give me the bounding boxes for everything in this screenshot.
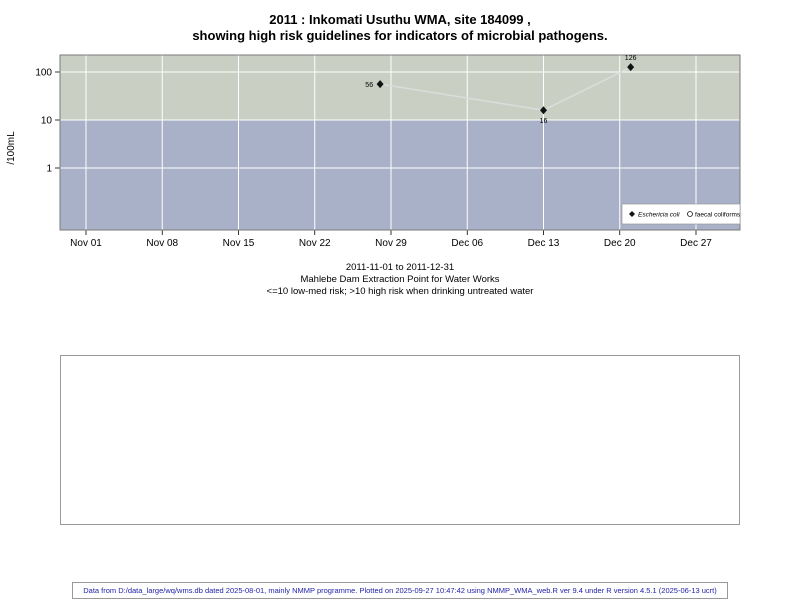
plot-border	[59, 54, 741, 231]
footer-note: Data from D:/data_large/wq/wms.db dated …	[72, 582, 728, 599]
x-tick-label: Nov 15	[223, 238, 255, 249]
legend-circle-icon	[687, 211, 693, 217]
x-tick-label: Nov 29	[375, 238, 407, 249]
x-tick-label: Dec 06	[451, 238, 483, 249]
chart-canvas: Nov 01 Nov 08 Nov 15 Nov 22 Nov 29 Dec 06 Dec …	[6, 54, 741, 249]
x-tick-label: Nov 22	[299, 238, 331, 249]
caption-risk-note: <=10 low-med risk; >10 high risk when dr…	[266, 286, 534, 297]
data-point-marker	[627, 63, 635, 72]
legend-label-faecal: faecal coliforms	[695, 212, 741, 219]
chart-title-line2: showing high risk guidelines for indicat…	[192, 28, 608, 43]
y-tick-label: 10	[41, 116, 53, 127]
caption-site-name: Mahlebe Dam Extraction Point for Water W…	[300, 274, 500, 285]
caption-date-range: 2011-11-01 to 2011-12-31	[345, 262, 455, 273]
empty-panel	[60, 355, 740, 525]
x-tick-label: Dec 13	[528, 238, 560, 249]
footer: Data from D:/data_large/wq/wms.db dated …	[0, 580, 800, 599]
legend-diamond-icon	[629, 211, 635, 217]
data-point-label: 126	[625, 55, 637, 62]
y-axis-label: /100mL	[6, 131, 17, 165]
chart-caption: 2011-11-01 to 2011-12-31 Mahlebe Dam Ext…	[0, 262, 800, 298]
data-point-label: 16	[540, 118, 548, 125]
x-tick-label: Dec 20	[604, 238, 636, 249]
legend-label-ecoli: Eschericia coli	[638, 212, 680, 219]
y-tick-label: 100	[35, 68, 52, 79]
x-tick-label: Nov 01	[70, 238, 102, 249]
data-point-marker	[376, 80, 384, 89]
legend-box	[621, 203, 741, 225]
x-tick-label: Nov 08	[146, 238, 178, 249]
data-point-marker	[540, 106, 547, 115]
y-tick-label: 1	[46, 164, 52, 175]
chart-title-line1: 2011 : Inkomati Usuthu WMA, site 184099 …	[269, 12, 531, 27]
data-point-label: 56	[365, 82, 373, 89]
x-tick-label: Dec 27	[680, 238, 712, 249]
chart-title: 2011 : Inkomati Usuthu WMA, site 184099 …	[0, 12, 800, 44]
